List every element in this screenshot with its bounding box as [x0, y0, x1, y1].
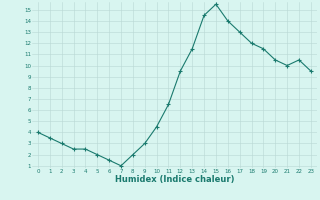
X-axis label: Humidex (Indice chaleur): Humidex (Indice chaleur) — [115, 175, 234, 184]
